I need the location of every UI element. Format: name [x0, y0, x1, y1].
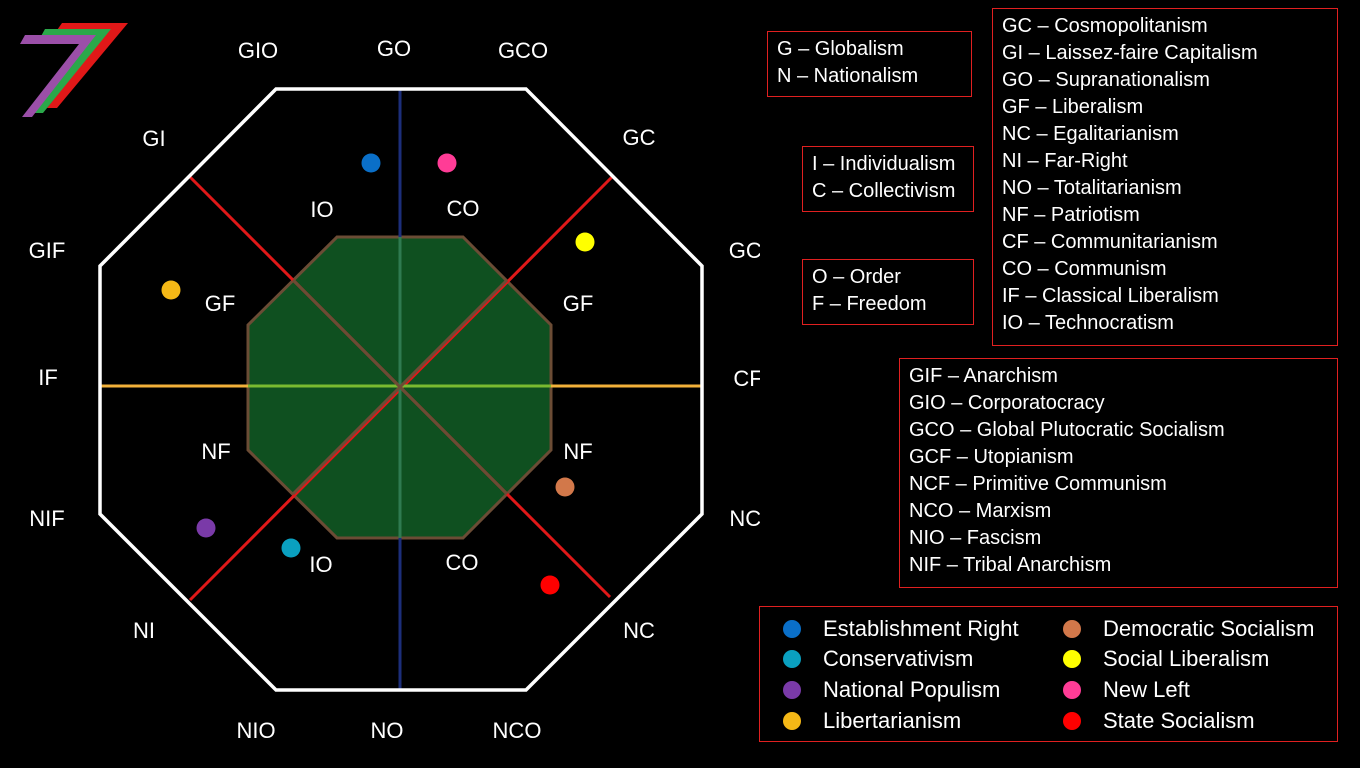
legend-label: Libertarianism: [823, 708, 962, 733]
legend-label: New Left: [1103, 677, 1190, 702]
dot-libertarianism: [161, 280, 181, 300]
outer-octagon: [98, 87, 704, 692]
logo-stripe-red: [47, 23, 128, 108]
key-line: GIO – Corporatocracy: [909, 392, 1105, 414]
legend-dot: [783, 712, 801, 730]
key-line: F – Freedom: [812, 293, 927, 315]
ideology-dots: [161, 153, 595, 595]
key-line: NIF – Tribal Anarchism: [909, 554, 1112, 576]
inner-overlay: [248, 237, 551, 538]
label-cf: CF: [733, 366, 760, 391]
label-go: GO: [377, 36, 411, 61]
label-gif: GIF: [29, 238, 66, 263]
octagon-diagram: GO GIO GCO GI GC GIF GCF IF CF NIF NCF N…: [20, 23, 760, 743]
label-gi: GI: [142, 126, 165, 151]
corner-labels: GO GIO GCO GI GC GIF GCF IF CF NIF NCF N…: [29, 36, 760, 743]
legend: Establishment Right Conservativism Natio…: [759, 606, 1338, 742]
key-line: NC – Egalitarianism: [1002, 123, 1179, 145]
key-line: GIF – Anarchism: [909, 365, 1058, 387]
inner-label-nf-left: NF: [201, 439, 230, 464]
legend-dot: [1063, 681, 1081, 699]
key-box-order-freedom: O – Order F – Freedom: [802, 259, 974, 325]
legend-label: State Socialism: [1103, 708, 1255, 733]
label-nif: NIF: [29, 506, 64, 531]
key-line: NCO – Marxism: [909, 500, 1052, 522]
key-line: N – Nationalism: [777, 65, 919, 87]
key-line: IF – Classical Liberalism: [1002, 285, 1219, 307]
inner-label-gf-left: GF: [205, 291, 236, 316]
dot-establishment-right: [361, 153, 381, 173]
key-box-individualism-collectivism: I – Individualism C – Collectivism: [802, 146, 974, 212]
label-gco: GCO: [498, 38, 548, 63]
dot-democratic-socialism: [555, 477, 575, 497]
legend-dot: [783, 681, 801, 699]
key-line: C – Collectivism: [812, 180, 956, 202]
label-ncf: NCF: [729, 506, 760, 531]
key-box-globalism-nationalism: G – Globalism N – Nationalism: [767, 31, 972, 97]
legend-dot: [1063, 650, 1081, 668]
inner-label-io-top: IO: [310, 197, 333, 222]
key-line: NIO – Fascism: [909, 527, 1042, 549]
label-gio: GIO: [238, 38, 278, 63]
logo: [20, 23, 128, 117]
dot-social-liberalism: [575, 232, 595, 252]
key-line: GO – Supranationalism: [1002, 69, 1210, 91]
inner-labels: IO CO GF GF NF NF IO CO: [201, 196, 593, 577]
key-line: NCF – Primitive Communism: [909, 473, 1167, 495]
logo-stripe-green: [33, 29, 111, 113]
label-nc: NC: [623, 618, 655, 643]
key-line: GCF – Utopianism: [909, 446, 1074, 468]
logo-stripe-purple: [20, 35, 96, 117]
key-line: NI – Far-Right: [1002, 150, 1128, 172]
inner-label-co-bottom: CO: [446, 550, 479, 575]
key-line: IO – Technocratism: [1002, 312, 1174, 334]
legend-label: Establishment Right: [823, 616, 1019, 641]
legend-dot: [1063, 712, 1081, 730]
key-line: CO – Communism: [1002, 258, 1167, 280]
key-line: O – Order: [812, 266, 901, 288]
key-line: GF – Liberalism: [1002, 96, 1144, 118]
label-nio: NIO: [236, 718, 275, 743]
label-gc: GC: [623, 125, 656, 150]
inner-label-gf-right: GF: [563, 291, 594, 316]
key-line: GCO – Global Plutocratic Socialism: [909, 419, 1225, 441]
label-if: IF: [38, 365, 58, 390]
inner-label-nf-right: NF: [563, 439, 592, 464]
label-ni: NI: [133, 618, 155, 643]
legend-dot: [1063, 620, 1081, 638]
key-line: CF – Communitarianism: [1002, 231, 1218, 253]
legend-dot: [783, 620, 801, 638]
key-line: NF – Patriotism: [1002, 204, 1140, 226]
key-box-three-letter: GIF – Anarchism GIO – Corporatocracy GCO…: [899, 358, 1338, 588]
dot-national-populism: [196, 518, 216, 538]
legend-label: Democratic Socialism: [1103, 616, 1315, 641]
legend-label: Conservativism: [823, 646, 974, 671]
dot-conservativism: [281, 538, 301, 558]
label-gcf: GCF: [729, 238, 760, 263]
key-line: GI – Laissez-faire Capitalism: [1002, 42, 1258, 64]
key-box-two-letter: GC – Cosmopolitanism GI – Laissez-faire …: [992, 8, 1338, 346]
inner-label-co-top: CO: [447, 196, 480, 221]
key-line: G – Globalism: [777, 38, 904, 60]
legend-label: Social Liberalism: [1103, 646, 1270, 671]
dot-state-socialism: [540, 575, 560, 595]
label-no: NO: [371, 718, 404, 743]
label-nco: NCO: [493, 718, 542, 743]
legend-dot: [783, 650, 801, 668]
inner-label-io-bottom: IO: [309, 552, 332, 577]
key-line: NO – Totalitarianism: [1002, 177, 1182, 199]
dot-new-left: [437, 153, 457, 173]
key-line: GC – Cosmopolitanism: [1002, 15, 1208, 37]
legend-label: National Populism: [823, 677, 1001, 702]
key-line: I – Individualism: [812, 153, 956, 175]
